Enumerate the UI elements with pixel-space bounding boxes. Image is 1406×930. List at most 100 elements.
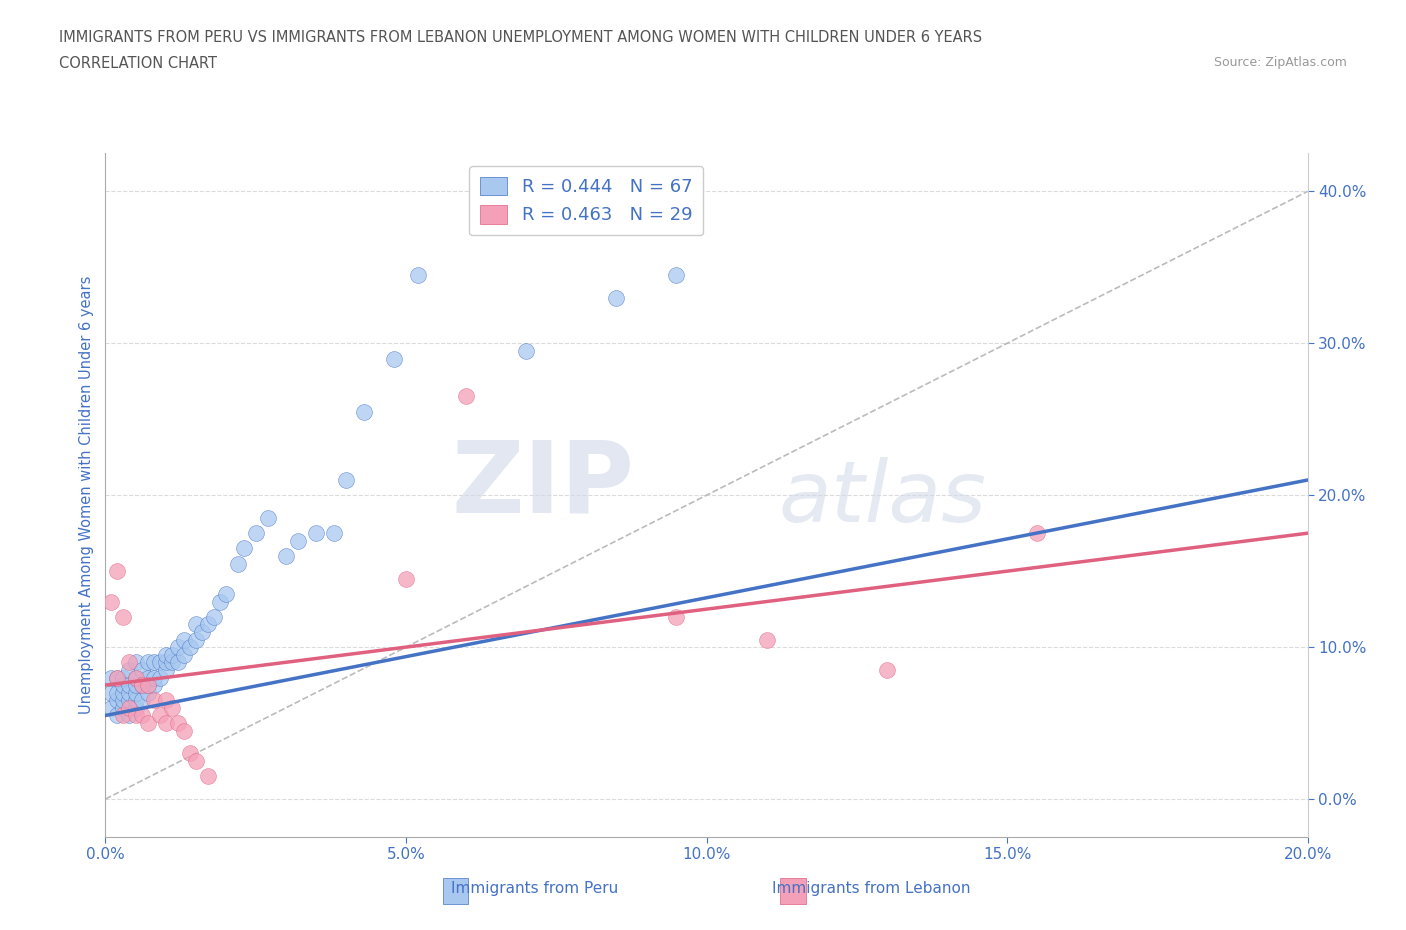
Point — [1026, 525, 1049, 540]
Point — [155, 655, 177, 670]
Point — [184, 753, 207, 768]
Point — [136, 678, 159, 693]
Point — [382, 352, 405, 366]
Point — [118, 693, 141, 708]
Text: Immigrants from Peru: Immigrants from Peru — [451, 881, 617, 896]
Point — [100, 670, 122, 684]
Point — [155, 693, 177, 708]
Point — [353, 405, 375, 419]
Point — [184, 617, 207, 631]
Point — [755, 632, 778, 647]
Point — [305, 525, 328, 540]
Point — [100, 685, 122, 700]
Point — [166, 655, 188, 670]
Point — [142, 678, 165, 693]
Text: IMMIGRANTS FROM PERU VS IMMIGRANTS FROM LEBANON UNEMPLOYMENT AMONG WOMEN WITH CH: IMMIGRANTS FROM PERU VS IMMIGRANTS FROM … — [59, 30, 983, 45]
Point — [124, 670, 146, 684]
Point — [136, 678, 159, 693]
Point — [136, 685, 159, 700]
Point — [112, 670, 135, 684]
Point — [136, 670, 159, 684]
Point — [136, 716, 159, 731]
Point — [605, 290, 627, 305]
Point — [112, 685, 135, 700]
Point — [665, 268, 688, 283]
Point — [131, 693, 153, 708]
Point — [112, 609, 135, 624]
Point — [166, 640, 188, 655]
Point — [118, 708, 141, 723]
Point — [142, 693, 165, 708]
Point — [197, 769, 219, 784]
Point — [112, 678, 135, 693]
Point — [155, 716, 177, 731]
Point — [118, 685, 141, 700]
Point — [232, 541, 254, 556]
Point — [226, 556, 249, 571]
Point — [395, 571, 418, 586]
Point — [202, 609, 225, 624]
Point — [118, 678, 141, 693]
Point — [107, 670, 129, 684]
Point — [160, 647, 183, 662]
Point — [148, 670, 170, 684]
Text: Immigrants from Lebanon: Immigrants from Lebanon — [772, 881, 972, 896]
Point — [131, 678, 153, 693]
Point — [256, 511, 278, 525]
Point — [124, 678, 146, 693]
Point — [124, 655, 146, 670]
Point — [335, 472, 357, 487]
Point — [665, 609, 688, 624]
Point — [107, 670, 129, 684]
Point — [148, 655, 170, 670]
Point — [124, 670, 146, 684]
Point — [173, 632, 195, 647]
Point — [118, 662, 141, 677]
Point — [155, 647, 177, 662]
Point — [876, 662, 898, 677]
Point — [322, 525, 344, 540]
Point — [515, 343, 537, 358]
Point — [274, 549, 297, 564]
Point — [107, 685, 129, 700]
Point — [124, 693, 146, 708]
Point — [160, 700, 183, 715]
Point — [112, 693, 135, 708]
Point — [124, 708, 146, 723]
Text: Source: ZipAtlas.com: Source: ZipAtlas.com — [1213, 56, 1347, 69]
Point — [100, 700, 122, 715]
Point — [166, 716, 188, 731]
Point — [208, 594, 231, 609]
Point — [179, 640, 201, 655]
Point — [160, 655, 183, 670]
Point — [406, 268, 429, 283]
Y-axis label: Unemployment Among Women with Children Under 6 years: Unemployment Among Women with Children U… — [79, 276, 94, 714]
Point — [136, 655, 159, 670]
Point — [107, 708, 129, 723]
Point — [179, 746, 201, 761]
Point — [124, 700, 146, 715]
Point — [118, 655, 141, 670]
Legend: R = 0.444   N = 67, R = 0.463   N = 29: R = 0.444 N = 67, R = 0.463 N = 29 — [470, 166, 703, 235]
Bar — [780, 878, 806, 904]
Point — [197, 617, 219, 631]
Point — [184, 632, 207, 647]
Point — [190, 625, 212, 640]
Point — [118, 700, 141, 715]
Point — [173, 724, 195, 738]
Text: CORRELATION CHART: CORRELATION CHART — [59, 56, 217, 71]
Point — [148, 708, 170, 723]
Text: atlas: atlas — [779, 458, 987, 540]
Point — [214, 587, 236, 602]
Point — [173, 647, 195, 662]
Point — [100, 594, 122, 609]
Point — [124, 685, 146, 700]
Bar — [443, 878, 468, 904]
Point — [131, 708, 153, 723]
Point — [107, 693, 129, 708]
Point — [142, 670, 165, 684]
Point — [155, 662, 177, 677]
Point — [112, 708, 135, 723]
Point — [454, 389, 477, 404]
Text: ZIP: ZIP — [451, 436, 634, 534]
